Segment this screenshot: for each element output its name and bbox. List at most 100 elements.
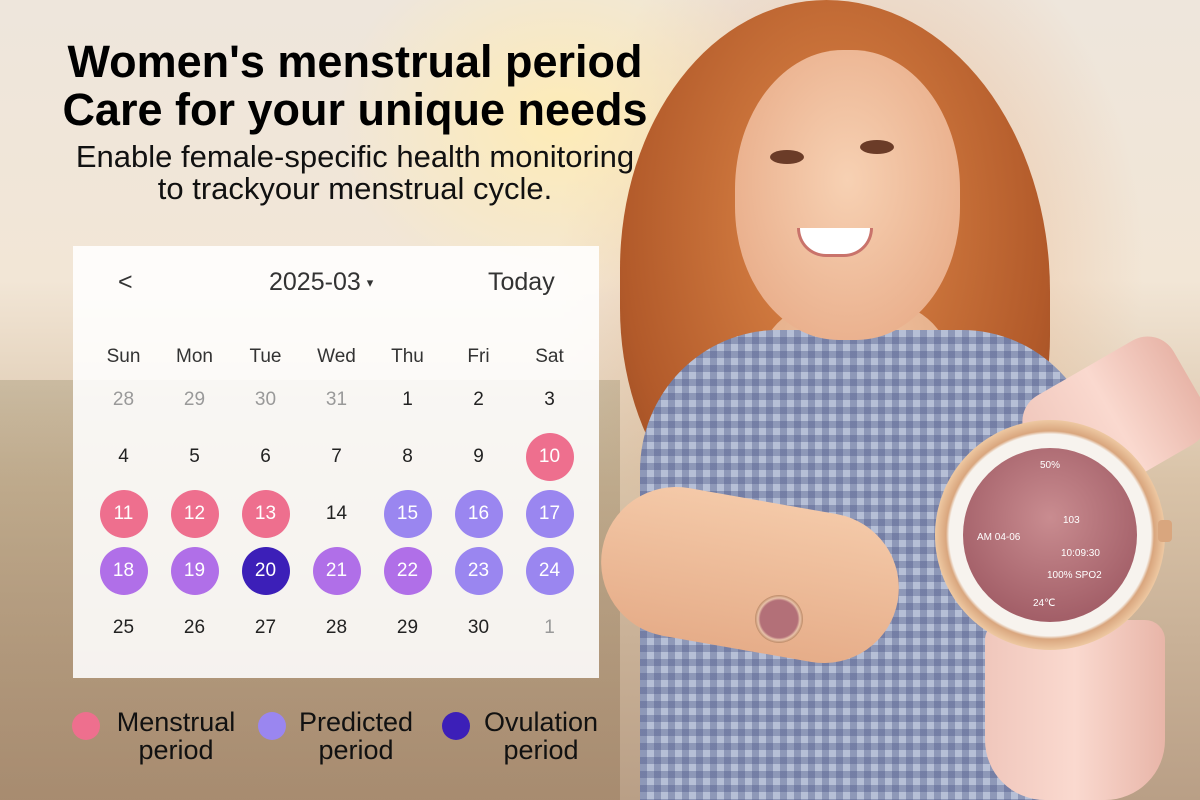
- calendar-cell: 1: [372, 380, 443, 419]
- calendar-cell: 23: [443, 546, 514, 595]
- calendar-day[interactable]: 1: [402, 388, 413, 410]
- legend-ovulation-text: Ovulation period: [476, 708, 606, 764]
- calendar-day[interactable]: 29: [183, 388, 206, 410]
- calendar-day[interactable]: 15: [383, 489, 432, 538]
- legend-predicted-text: Predicted period: [292, 708, 420, 764]
- calendar-day[interactable]: 22: [383, 546, 432, 595]
- calendar-day[interactable]: 14: [325, 502, 348, 524]
- calendar-day[interactable]: 31: [325, 388, 348, 410]
- calendar-cell: 22: [372, 546, 443, 595]
- legend-predicted-line2: period: [318, 735, 394, 765]
- weekday-header-row: Sun Mon Tue Wed Thu Fri Sat: [88, 346, 588, 368]
- calendar-day[interactable]: 11: [99, 489, 148, 538]
- calendar-cell: 25: [88, 608, 159, 647]
- weekday-label: Tue: [249, 346, 282, 367]
- calendar-day[interactable]: 27: [254, 616, 277, 638]
- subheadline-line-2: to trackyour menstrual cycle.: [157, 171, 553, 206]
- woman-left-eye: [770, 150, 804, 164]
- calendar-day[interactable]: 24: [525, 546, 574, 595]
- ovulation-dot: [442, 712, 470, 740]
- calendar-week-row: 4 5 6 7 8 9 10: [88, 432, 588, 481]
- calendar-cell: 9: [443, 437, 514, 476]
- weekday-label: Sun: [106, 346, 141, 367]
- calendar-cell: 30: [443, 608, 514, 647]
- calendar-day[interactable]: 7: [331, 445, 342, 467]
- watch-time: 10:09:30: [1061, 548, 1100, 559]
- watch-spo2-label: SPO2: [1075, 570, 1102, 581]
- calendar-day[interactable]: 12: [170, 489, 219, 538]
- calendar-cell: 21: [301, 546, 372, 595]
- calendar-day[interactable]: 29: [396, 616, 419, 638]
- calendar-day[interactable]: 13: [241, 489, 290, 538]
- weekday-label: Fri: [467, 346, 490, 367]
- calendar-day[interactable]: 30: [254, 388, 277, 410]
- today-button[interactable]: Today: [488, 268, 555, 296]
- calendar-cell: 3: [514, 380, 585, 419]
- watch-temperature: 24℃: [1033, 598, 1056, 609]
- watch-spo2-value: 100%: [1047, 570, 1073, 581]
- calendar-day[interactable]: 8: [402, 445, 413, 467]
- watch-dial: [963, 448, 1137, 622]
- smartwatch: 50% AM 04-06 10:09:30 103 100% SPO2 24℃: [935, 420, 1165, 650]
- calendar-cell: 17: [514, 489, 585, 538]
- calendar-day[interactable]: 30: [467, 616, 490, 638]
- calendar-cell: 11: [88, 489, 159, 538]
- legend-predicted-line1: Predicted: [298, 707, 414, 737]
- watch-battery: 50%: [1040, 460, 1061, 471]
- calendar-day[interactable]: 21: [312, 546, 361, 595]
- predicted-dot: [258, 712, 286, 740]
- woman-right-eye: [860, 140, 894, 154]
- calendar-week-row: 25 26 27 28 29 30 1: [88, 608, 588, 647]
- calendar-cell: 6: [230, 437, 301, 476]
- calendar-day[interactable]: 19: [170, 546, 219, 595]
- calendar-day[interactable]: 9: [473, 445, 484, 467]
- calendar-cell: 20: [230, 546, 301, 595]
- calendar-day[interactable]: 26: [183, 616, 206, 638]
- calendar-day[interactable]: 18: [99, 546, 148, 595]
- calendar-legend: Menstrual period Predicted period Ovulat…: [72, 708, 612, 774]
- calendar-day[interactable]: 16: [454, 489, 503, 538]
- calendar-day[interactable]: 28: [112, 388, 135, 410]
- wrist-watch-small: [755, 595, 803, 643]
- calendar-day[interactable]: 25: [112, 616, 135, 638]
- calendar-day[interactable]: 4: [118, 445, 129, 467]
- calendar-day[interactable]: 23: [454, 546, 503, 595]
- legend-ovulation-line1: Ovulation: [483, 707, 599, 737]
- month-label: 2025-03: [269, 268, 361, 296]
- calendar-cell: 7: [301, 437, 372, 476]
- calendar-day[interactable]: 6: [260, 445, 271, 467]
- previous-month-button[interactable]: <: [118, 268, 133, 296]
- headline-line-1: Women's menstrual period: [67, 36, 643, 87]
- calendar-cell: 10: [514, 432, 585, 481]
- watch-crown-button: [1158, 520, 1172, 542]
- legend-menstrual-line1: Menstrual: [116, 707, 236, 737]
- calendar-cell: 30: [230, 380, 301, 419]
- calendar-cell: 13: [230, 489, 301, 538]
- calendar-day[interactable]: 17: [525, 489, 574, 538]
- watch-date: AM 04-06: [977, 532, 1021, 543]
- calendar-cell: 24: [514, 546, 585, 595]
- watch-heart-rate: 103: [1063, 515, 1080, 526]
- legend-menstrual-text: Menstrual period: [106, 708, 246, 764]
- calendar-day[interactable]: 28: [325, 616, 348, 638]
- calendar-day[interactable]: 1: [544, 616, 555, 638]
- calendar-cell: 5: [159, 437, 230, 476]
- menstrual-dot: [72, 712, 100, 740]
- calendar-cell: 18: [88, 546, 159, 595]
- month-selector[interactable]: 2025-03 ▾: [269, 268, 373, 297]
- calendar-day[interactable]: 20: [241, 546, 290, 595]
- period-calendar: < 2025-03 ▾ Today Sun Mon Tue Wed Thu Fri Sat 2…: [73, 246, 599, 678]
- calendar-cell: 26: [159, 608, 230, 647]
- weekday-label: Thu: [391, 346, 424, 367]
- legend-menstrual-line2: period: [138, 735, 214, 765]
- calendar-weeks: 28 29 30 31 1 2 3 4 5 6 7 8 9 10 11 12 13 14 15 16 17 18 19 20 2…: [88, 380, 588, 647]
- calendar-day[interactable]: 3: [544, 388, 555, 410]
- calendar-day[interactable]: 5: [189, 445, 200, 467]
- calendar-day[interactable]: 10: [525, 432, 574, 481]
- calendar-cell: 28: [88, 380, 159, 419]
- weekday-label: Wed: [317, 346, 356, 367]
- calendar-day[interactable]: 2: [473, 388, 484, 410]
- calendar-cell: 29: [372, 608, 443, 647]
- calendar-cell: 12: [159, 489, 230, 538]
- calendar-cell: 14: [301, 494, 372, 533]
